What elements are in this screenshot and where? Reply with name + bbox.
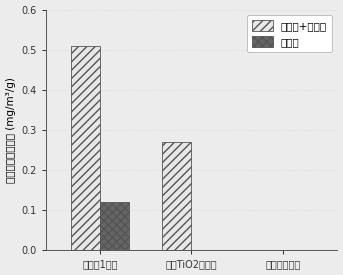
Bar — [162, 142, 191, 251]
Y-axis label: 对甲醛的降解能力 (mg/m³/g): 对甲醛的降解能力 (mg/m³/g) — [5, 77, 15, 183]
Bar — [71, 46, 100, 251]
Legend: 可见光+红外光, 红外光: 可见光+红外光, 红外光 — [247, 15, 332, 52]
Bar — [100, 202, 129, 251]
